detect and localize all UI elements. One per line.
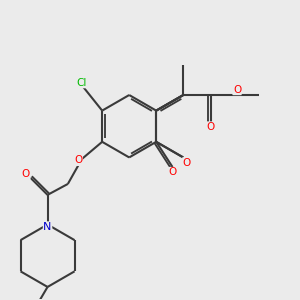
Text: N: N (44, 222, 52, 232)
Text: O: O (206, 122, 214, 132)
Text: Cl: Cl (77, 78, 87, 88)
Text: O: O (168, 167, 177, 177)
Text: O: O (233, 85, 241, 95)
Text: O: O (74, 155, 82, 166)
Text: O: O (22, 169, 30, 179)
Text: O: O (183, 158, 191, 168)
